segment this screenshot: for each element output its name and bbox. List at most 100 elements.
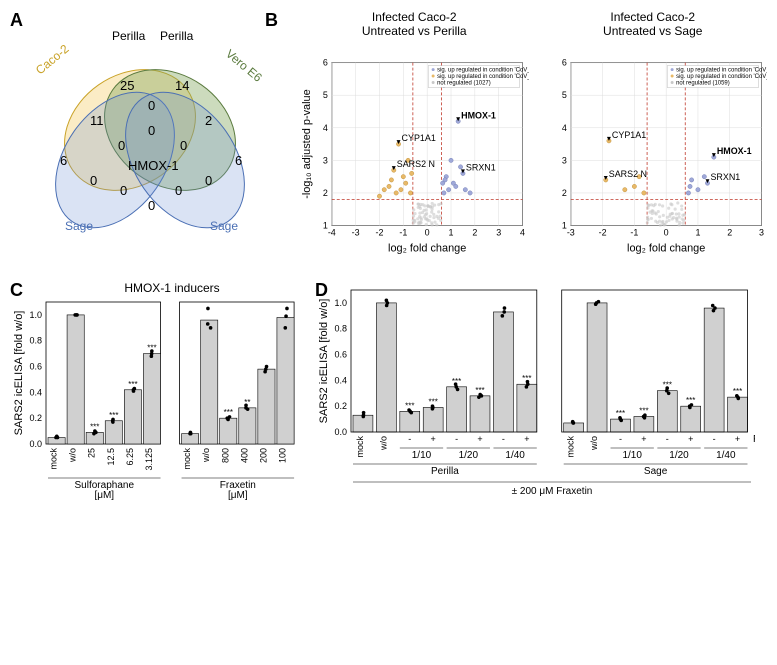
venn-n-0g: 0: [120, 183, 127, 198]
venn-n-0f: 0: [205, 173, 212, 188]
svg-text:3: 3: [561, 155, 566, 165]
bar-x-tick: mock: [566, 436, 576, 458]
sig-marker: ***: [733, 387, 742, 396]
dilution-label: 1/40: [716, 450, 736, 461]
bar: [124, 390, 141, 444]
legend-item: sig. up regulated in condition 'CoV_No' …: [437, 74, 528, 80]
volcano-point-label: SARS2 N: [608, 169, 646, 179]
bar-x-tick: 6.25: [125, 448, 135, 466]
svg-text:6: 6: [561, 58, 566, 68]
sig-marker: ***: [405, 401, 414, 410]
svg-text:-2: -2: [376, 227, 384, 237]
bar: [277, 317, 294, 444]
bar: [587, 303, 607, 432]
venn-center: HMOX-1: [128, 158, 179, 173]
bar-x-tick: 12.5: [106, 448, 116, 466]
venn-n-0e: 0: [90, 173, 97, 188]
svg-text:5: 5: [561, 90, 566, 100]
dilution-label: 1/10: [622, 450, 642, 461]
svg-text:1.0: 1.0: [29, 310, 42, 320]
bar: [470, 396, 490, 432]
frax-plus: +: [735, 434, 740, 444]
bar-x-tick: 100: [278, 448, 288, 463]
bar-x-tick: w/o: [378, 436, 388, 451]
venn-n-14: 14: [175, 78, 189, 93]
venn-label-sage-1: Sage: [65, 219, 93, 233]
y-axis-label: SARS2 icELISA [fold w/o]: [318, 299, 330, 424]
venn-n-0i: 0: [148, 198, 155, 213]
sig-marker: ***: [522, 374, 531, 383]
bar: [400, 411, 420, 432]
volcano-point-label: CYP1A1: [402, 133, 436, 143]
sig-marker: ***: [686, 396, 695, 405]
venn-n-0d: 0: [148, 123, 155, 138]
sig-marker: ***: [475, 386, 484, 395]
svg-text:3: 3: [759, 227, 764, 237]
venn-diagram: Perilla Perilla Caco-2 Vero E6 Sage Sage…: [30, 20, 270, 260]
svg-text:2: 2: [561, 188, 566, 198]
svg-text:0.4: 0.4: [29, 387, 42, 397]
svg-text:6: 6: [323, 58, 328, 68]
sig-marker: ***: [663, 381, 672, 390]
bar: [220, 418, 237, 444]
svg-text:1: 1: [449, 227, 454, 237]
volcano-1-title: Infected Caco-2Untreated vs Perilla: [300, 10, 529, 38]
legend-item: not regulated (1027): [437, 80, 491, 86]
svg-text:0.6: 0.6: [334, 350, 347, 360]
svg-text:4: 4: [323, 123, 328, 133]
dilution-label: 1/20: [459, 450, 479, 461]
svg-text:0.4: 0.4: [334, 375, 347, 385]
sig-marker: ***: [128, 380, 137, 389]
bar-x-tick: 800: [220, 448, 230, 463]
venn-n-2: 2: [205, 113, 212, 128]
bar-x-tick: w/o: [201, 448, 211, 463]
sig-marker: **: [244, 398, 250, 407]
panel-d-label: D: [315, 280, 328, 301]
bar: [493, 312, 513, 432]
group-label: Perilla: [431, 466, 459, 477]
legend-item: not regulated (1059): [676, 80, 730, 86]
svg-text:0: 0: [425, 227, 430, 237]
bar-x-tick: 25: [87, 448, 97, 458]
sig-marker: ***: [429, 397, 438, 406]
venn-n-0a: 0: [148, 98, 155, 113]
svg-text:-1: -1: [399, 227, 407, 237]
venn-n-6r: 6: [235, 153, 242, 168]
y-axis-label: SARS2 icELISA [fold w/o]: [13, 311, 25, 436]
venn-label-vero: Vero E6: [223, 47, 265, 85]
group-label: Sage: [644, 466, 668, 477]
sig-marker: ***: [224, 408, 233, 417]
svg-text:0.6: 0.6: [29, 362, 42, 372]
svg-text:3: 3: [323, 155, 328, 165]
frax-plus: +: [524, 434, 529, 444]
volcano-1: Infected Caco-2Untreated vs Perilla HMOX…: [300, 10, 529, 270]
frax-plus: +: [641, 434, 646, 444]
legend-item: sig. up regulated in condition 'CoV_Sa' …: [676, 68, 767, 74]
svg-text:-3: -3: [566, 227, 574, 237]
frax-plus: +: [477, 434, 482, 444]
svg-text:-4: -4: [328, 227, 336, 237]
venn-n-11: 11: [90, 113, 104, 128]
bar-x-tick: mock: [182, 448, 192, 470]
svg-text:0.0: 0.0: [29, 439, 42, 449]
venn-label-perilla-1: Perilla: [112, 29, 146, 43]
volcano-point-label: CYP1A1: [611, 130, 645, 140]
bar-x-tick: 400: [239, 448, 249, 463]
legend-item: sig. up regulated in condition 'CoV_No' …: [676, 74, 767, 80]
svg-text:-3: -3: [352, 227, 360, 237]
svg-text:0: 0: [663, 227, 668, 237]
panel-b: B Infected Caco-2Untreated vs Perilla HM…: [280, 10, 767, 270]
bar-x-tick: 3.125: [144, 448, 154, 471]
bar: [239, 408, 256, 444]
figure: A Perilla Perilla Caco-2 Vero E6 Sage Sa…: [10, 10, 767, 520]
svg-text:2: 2: [323, 188, 328, 198]
volcano-point-label: SARS2 N: [397, 159, 435, 169]
bar: [105, 421, 122, 444]
sig-marker: ***: [109, 411, 118, 420]
svg-text:1: 1: [323, 221, 328, 231]
venn-label-caco2: Caco-2: [33, 41, 72, 77]
group-label: [μM]: [228, 490, 248, 501]
svg-text:5: 5: [323, 90, 328, 100]
frax-minus: -: [502, 434, 505, 444]
bottom-label: ± 200 μM Fraxetin: [512, 486, 593, 497]
